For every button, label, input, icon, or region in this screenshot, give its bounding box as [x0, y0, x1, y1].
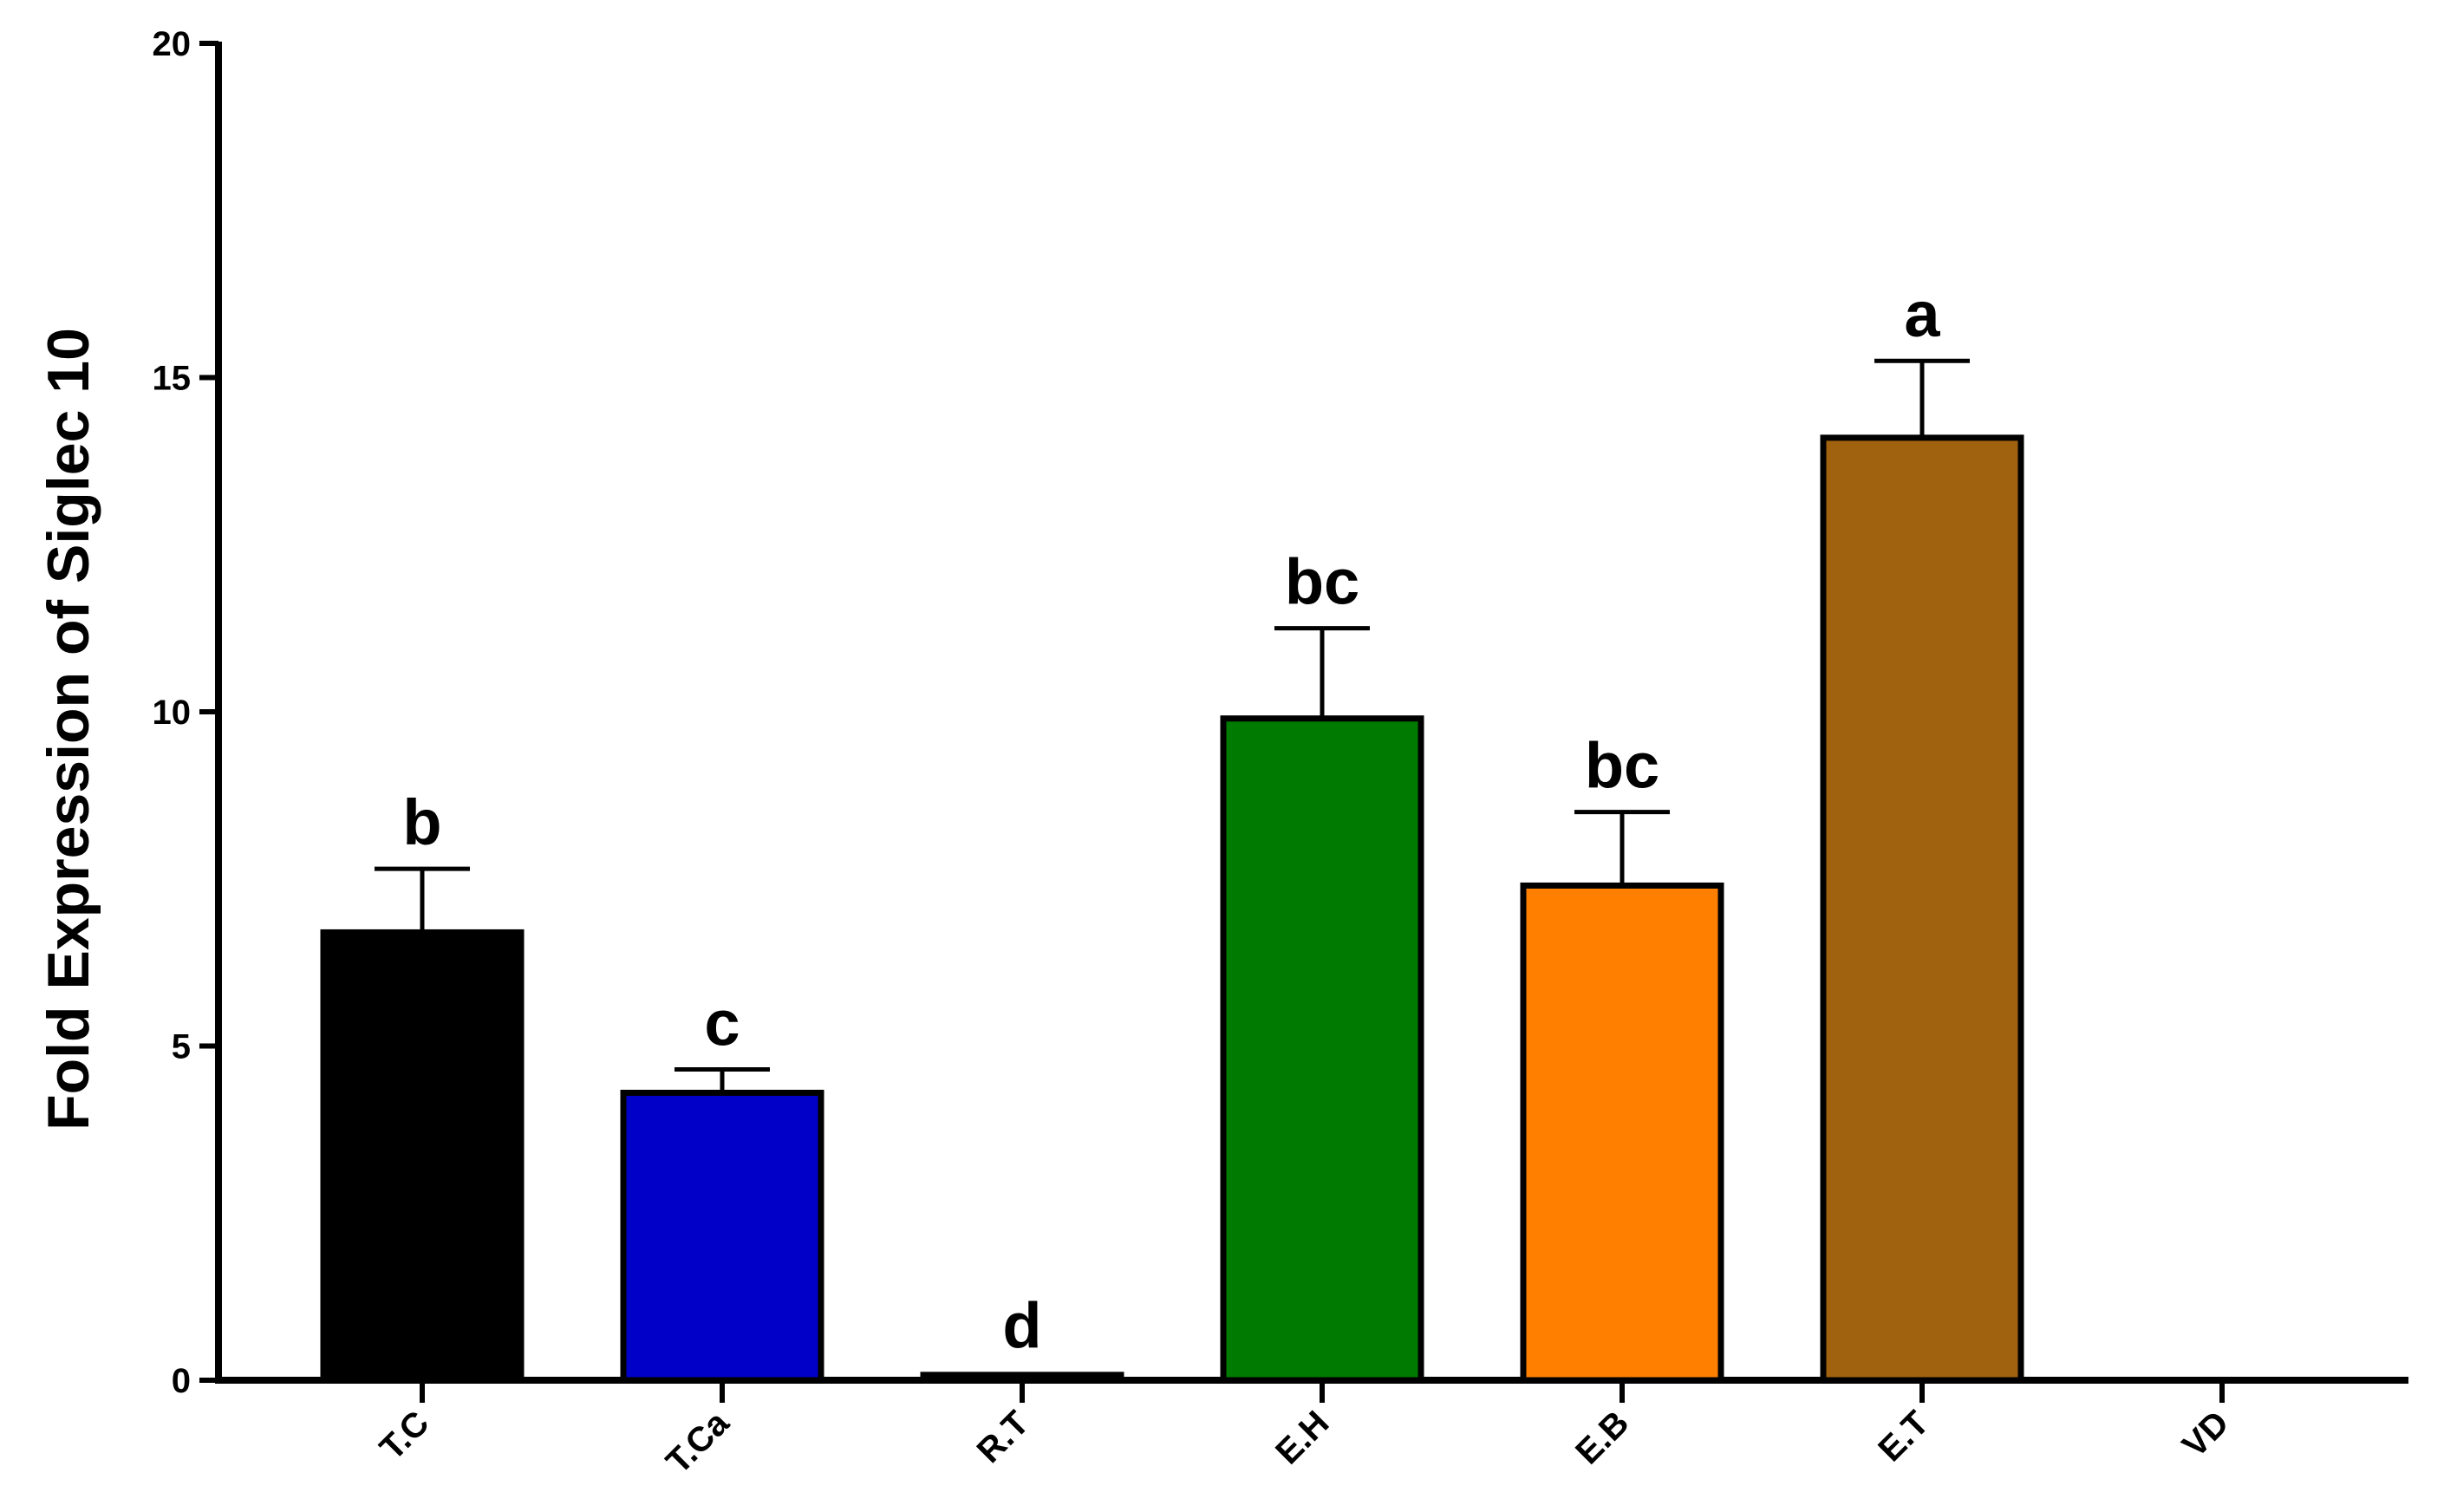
bar — [1220, 715, 1424, 1384]
x-tick-label: E.T — [1871, 1404, 1936, 1469]
bar — [620, 1089, 824, 1384]
x-tick-label: VD — [2175, 1404, 2236, 1464]
bar — [920, 1372, 1124, 1384]
x-tick-label: R.T — [970, 1404, 1037, 1470]
y-tick-label: 20 — [153, 25, 192, 63]
y-tick-label: 5 — [172, 1028, 191, 1066]
plot-area: 0 5 10 15 20 b T.C c T.Ca d R.T bc E.H bc E.B a E.T VD — [153, 25, 2408, 1482]
y-tick-label: 15 — [153, 360, 192, 398]
bar — [1520, 882, 1724, 1384]
y-axis-label: Fold Expression of Siglec 10 — [36, 328, 101, 1131]
y-tick-label: 10 — [153, 694, 192, 732]
x-tick-label: T.Ca — [659, 1404, 737, 1482]
bar — [320, 929, 525, 1384]
significance-letter: bc — [1585, 730, 1659, 802]
x-tick-label: E.H — [1268, 1404, 1336, 1471]
y-tick-label: 0 — [172, 1362, 191, 1400]
significance-letter: d — [1002, 1290, 1041, 1362]
significance-letter: bc — [1285, 546, 1359, 618]
significance-letter: c — [704, 987, 740, 1059]
significance-letter: b — [402, 786, 441, 858]
bar — [1820, 434, 2024, 1384]
x-tick-label: T.C — [373, 1404, 437, 1468]
x-tick-label: E.B — [1568, 1404, 1636, 1471]
significance-letter: a — [1904, 278, 1940, 350]
